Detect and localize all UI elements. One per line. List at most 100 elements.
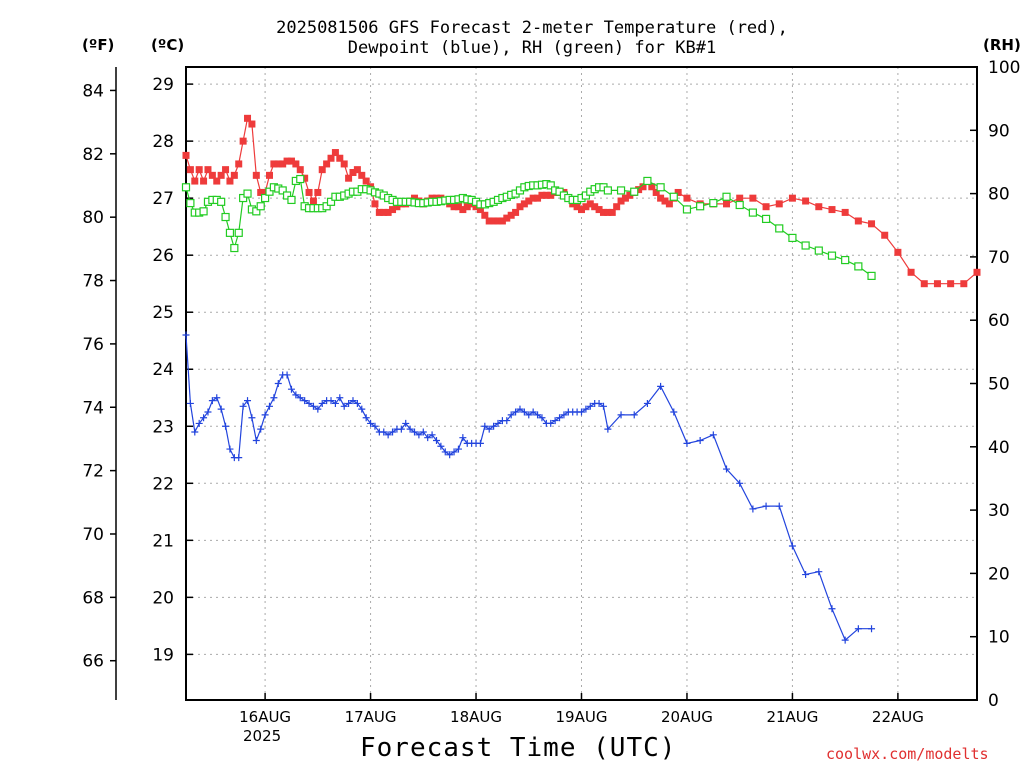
2-meter-temperature-point [454,203,462,211]
dewpoint-series [182,331,876,644]
2-meter-temperature-point [639,183,647,191]
rh-point [841,255,850,265]
2-meter-temperature-point [261,188,269,196]
rh-tick-label: 20 [988,564,1010,584]
2-meter-temperature-point [788,194,796,202]
2-meter-temperature-point [371,200,379,208]
2-meter-temperature-point [200,177,208,185]
2-meter-temperature-point [411,194,419,202]
dewpoint-point [683,439,691,447]
dewpoint-point [459,434,467,442]
2-meter-temperature-point [257,188,265,196]
rh-point [735,200,744,210]
celsius-tick-label: 28 [152,132,174,152]
dewpoint-point [213,394,221,402]
dewpoint-point [292,391,300,399]
dewpoint-point [868,625,876,633]
dewpoint-point [630,411,638,419]
2-meter-temperature-point [775,200,783,208]
x-axis-title: Forecast Time (UTC) [360,733,677,763]
rh-point [801,241,810,250]
2-meter-temperature-point [894,248,902,256]
2-meter-temperature-point [274,160,282,168]
2-meter-temperature-point [327,154,335,162]
2-meter-temperature-point [815,203,823,211]
2-meter-temperature-point [217,171,225,179]
dewpoint-point [485,425,493,433]
dewpoint-point [525,411,533,419]
2-meter-temperature-point [626,191,634,199]
dewpoint-point [599,402,607,410]
2-meter-temperature-point [617,197,625,205]
2-meter-temperature-point [595,206,603,214]
fahrenheit-tick-label: 66 [82,652,104,672]
dewpoint-point [200,414,208,422]
2-meter-temperature-point [599,208,607,216]
2-meter-temperature-point [542,191,550,199]
dewpoint-point [283,371,291,379]
2-meter-temperature-point [621,194,629,202]
dewpoint-point [578,408,585,416]
chart-title-line-1: 2025081506 GFS Forecast 2-meter Temperat… [276,18,788,38]
rh-tick-label: 10 [988,628,1010,648]
dewpoint-point [296,394,304,402]
dewpoint-point [815,568,823,576]
2-meter-temperature-point [265,171,273,179]
rh-series [181,174,876,280]
2-meter-temperature-point [841,208,849,216]
2-meter-temperature-point [512,208,520,216]
x-tick-label: 22AUG [872,708,924,726]
2-meter-temperature-point [244,114,252,122]
x-tick-label: 16AUG [239,708,291,726]
2-meter-temperature-point [182,151,190,159]
rh-point [827,251,837,260]
dewpoint-point [301,397,309,405]
dewpoint-point [257,425,265,433]
2-meter-temperature-point [389,206,397,214]
2-meter-temperature-point [353,166,361,174]
2-meter-temperature-point [222,166,230,174]
2-meter-temperature-point [186,166,194,174]
2-meter-temperature-point [380,208,388,216]
celsius-tick-label: 21 [152,531,174,551]
2-meter-temperature-point [490,217,498,225]
dewpoint-point [402,419,410,427]
2-meter-temperature-point [749,194,757,202]
dewpoint-point [441,448,449,456]
rh-tick-label: 70 [988,248,1010,268]
dewpoint-point [534,411,542,419]
2-meter-temperature-point [534,194,542,202]
rh-point [814,246,823,255]
dewpoint-point [411,428,419,436]
dewpoint-point [582,405,590,413]
rh-point [322,202,331,211]
x-tick-label: 18AUG [450,708,502,726]
celsius-tick-label: 19 [152,645,174,665]
dewpoint-point [305,399,313,407]
rh-point [775,224,784,233]
2-meter-temperature-point [235,160,243,168]
rh-point [217,197,226,206]
rh-point [656,183,665,192]
2-meter-temperature-point [828,206,836,214]
rh-point [761,214,771,224]
dewpoint-point [586,402,594,410]
dewpoint-point [503,417,511,425]
celsius-tick-label: 24 [152,360,174,380]
2-meter-temperature-point [340,160,348,168]
2-meter-temperature-point [459,206,467,214]
dewpoint-point [327,397,335,405]
2-meter-temperature-point [472,203,480,211]
2-meter-temperature-point [933,280,941,288]
rh-tick-label: 80 [988,185,1010,205]
2-meter-temperature-point [665,200,673,208]
dewpoint-point [261,411,269,419]
credit-link[interactable]: coolwx.com/modelts [826,745,989,763]
2-meter-temperature-point [270,160,278,168]
rh-point [748,208,757,217]
2-meter-temperature-point [331,149,339,157]
rh-point [722,192,731,201]
2-meter-temperature-point [520,200,528,208]
2-meter-temperature-point [723,200,731,208]
2-meter-temperature-point [762,203,770,211]
